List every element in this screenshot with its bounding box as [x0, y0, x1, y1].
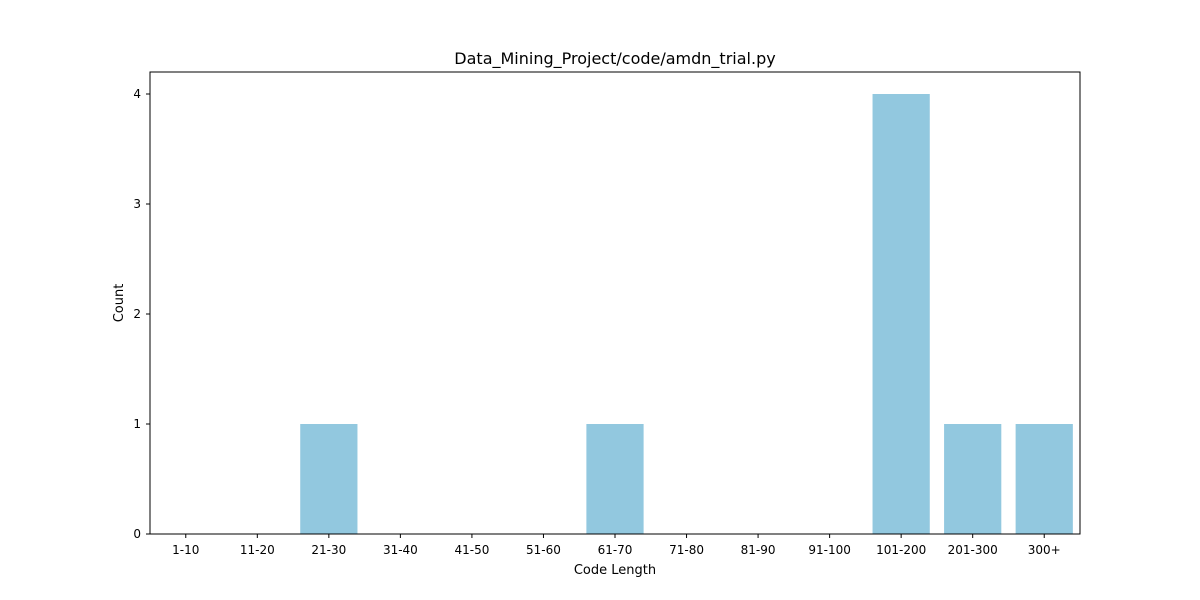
x-tick-label: 31-40	[383, 543, 418, 557]
y-tick-label: 2	[133, 307, 141, 321]
y-tick-label: 3	[133, 197, 141, 211]
bar-101-200	[872, 94, 930, 534]
x-axis-label: Code Length	[574, 563, 656, 578]
bar-300+	[1015, 424, 1073, 534]
x-tick-label: 11-20	[240, 543, 275, 557]
x-tick-label: 91-100	[808, 543, 851, 557]
chart-title: Data_Mining_Project/code/amdn_trial.py	[454, 49, 775, 69]
x-tick-label: 81-90	[741, 543, 776, 557]
bar-21-30	[300, 424, 358, 534]
bars-group	[300, 94, 1073, 534]
x-axis: 1-10 11-20 21-30 31-40 41-50 51-60 61-70 71-80 8…	[172, 534, 1061, 557]
bar-201-300	[944, 424, 1002, 534]
y-tick-label: 1	[133, 417, 141, 431]
x-tick-label: 101-200	[876, 543, 926, 557]
x-tick-label: 41-50	[454, 543, 489, 557]
x-tick-label: 21-30	[311, 543, 346, 557]
x-tick-label: 1-10	[172, 543, 199, 557]
y-tick-label: 4	[133, 87, 141, 101]
x-tick-label: 71-80	[669, 543, 704, 557]
x-tick-label: 300+	[1028, 543, 1061, 557]
y-axis-label: Count	[112, 284, 127, 323]
y-tick-label: 0	[133, 527, 141, 541]
x-tick-label: 51-60	[526, 543, 561, 557]
x-tick-label: 201-300	[948, 543, 998, 557]
y-axis: 0 1 2 3 4	[133, 87, 150, 541]
bar-61-70	[586, 424, 644, 534]
x-tick-label: 61-70	[598, 543, 633, 557]
